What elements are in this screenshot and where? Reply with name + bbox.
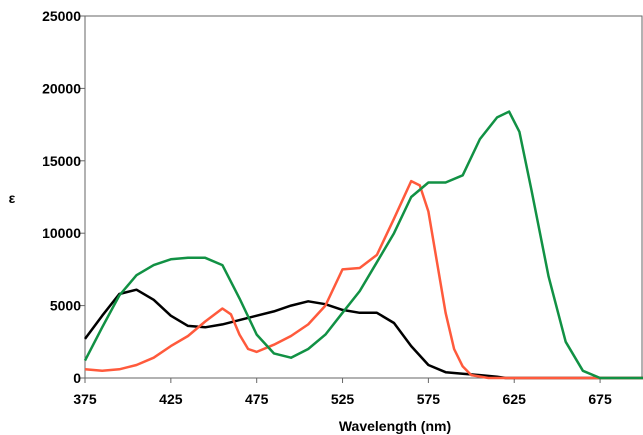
- series-line-1: [83, 288, 643, 380]
- y-tick-label: 15000: [42, 153, 81, 169]
- x-tick-label: 525: [331, 391, 355, 407]
- x-tick-label: 625: [503, 391, 527, 407]
- x-tick-label: 575: [417, 391, 441, 407]
- x-tick-label: 675: [588, 391, 612, 407]
- y-tick-label: 5000: [50, 298, 81, 314]
- y-axis: 0 5000 10000 15000 20000 25000: [42, 8, 85, 386]
- x-tick-label: 475: [245, 391, 269, 407]
- series-line-2: [84, 179, 643, 380]
- x-axis-title: Wavelength (nm): [339, 418, 451, 434]
- x-axis: 375 425 475 525 575 625 675: [73, 378, 612, 407]
- x-tick-label: 425: [159, 391, 183, 407]
- y-axis-title: ε: [9, 190, 16, 206]
- plot-frame: [84, 15, 643, 379]
- series-line-3: [83, 110, 643, 380]
- x-tick-label: 375: [73, 391, 97, 407]
- y-tick-label: 20000: [42, 80, 81, 96]
- y-tick-label: 25000: [42, 8, 81, 24]
- y-tick-label: 10000: [42, 225, 81, 241]
- series-layer: [83, 110, 643, 380]
- y-tick-label: 0: [73, 370, 81, 386]
